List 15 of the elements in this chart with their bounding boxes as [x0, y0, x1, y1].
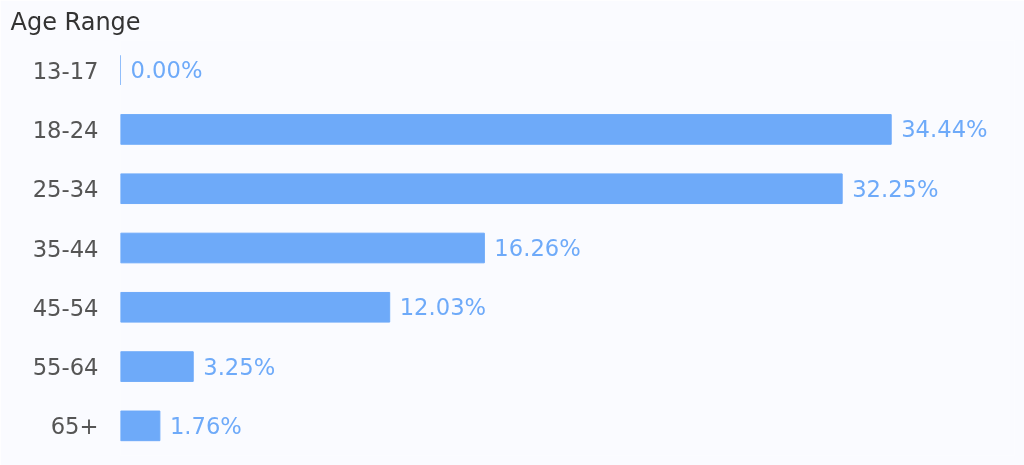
data-label: 0.00% — [130, 57, 203, 84]
data-label: 12.03% — [399, 294, 487, 321]
chart-title: Age Range — [10, 7, 141, 36]
y-tick-label: 65+ — [50, 413, 99, 440]
y-tick-label: 25-34 — [32, 176, 99, 203]
data-label: 32.25% — [852, 175, 939, 202]
y-tick-label: 13-17 — [32, 57, 99, 84]
data-label: 16.26% — [494, 235, 581, 261]
data-label: 34.44% — [901, 116, 988, 143]
y-tick-label: 45-54 — [32, 294, 99, 321]
y-tick-label: 55-64 — [32, 354, 99, 381]
data-label: 3.25% — [203, 353, 276, 380]
y-tick-label: 35-44 — [32, 235, 99, 262]
data-label: 1.76% — [169, 412, 242, 439]
y-tick-label: 18-24 — [32, 116, 99, 143]
